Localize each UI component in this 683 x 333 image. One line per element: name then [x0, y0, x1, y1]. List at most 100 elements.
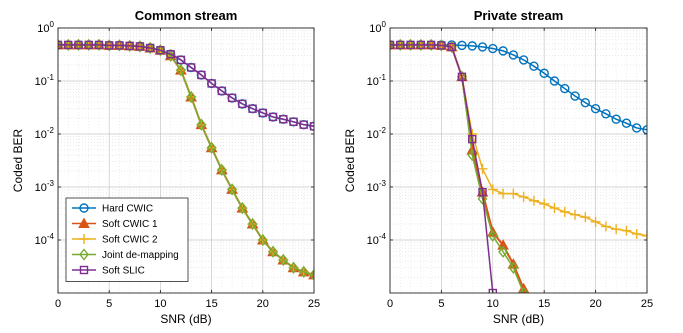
- data-point-soft-cwic-2: [580, 212, 591, 223]
- x-tick-label: 5: [438, 298, 444, 310]
- data-point-soft-slic: [217, 86, 227, 96]
- y-axis-label: Coded BER: [11, 128, 25, 192]
- data-point-joint-de-mapping: [487, 229, 498, 242]
- legend-marker-joint-de-mapping: [79, 248, 89, 261]
- y-tick-label: 10-4: [35, 232, 55, 247]
- legend-marker-soft-slic: [79, 265, 89, 275]
- legend: Hard CWIC Soft CWIC 1 Soft CWIC 2 Joint de-…: [65, 197, 189, 282]
- legend-label-soft-cwic-2: Soft CWIC 2: [102, 235, 158, 246]
- data-point-joint-de-mapping: [498, 245, 508, 258]
- data-point-hard-cwic: [632, 123, 642, 133]
- data-point-joint-de-mapping: [288, 261, 299, 274]
- data-point-hard-cwic: [601, 109, 611, 119]
- data-point-hard-cwic: [498, 46, 508, 56]
- data-point-joint-de-mapping: [63, 38, 74, 52]
- data-point-joint-de-mapping: [73, 38, 84, 52]
- chart-title: Common stream: [135, 8, 238, 23]
- y-tick-label: 10-2: [35, 126, 55, 141]
- data-point-soft-slic: [488, 288, 497, 293]
- data-point-soft-slic: [197, 70, 206, 80]
- data-point-joint-de-mapping: [216, 163, 227, 177]
- data-point-hard-cwic: [508, 50, 519, 60]
- data-point-soft-slic: [299, 120, 308, 129]
- data-point-soft-slic: [125, 41, 134, 51]
- legend-label-hard-cwic: Hard CWIC: [102, 204, 153, 215]
- data-point-soft-slic: [396, 40, 405, 50]
- axes-frame: [57, 27, 315, 294]
- data-point-soft-cwic-2: [518, 191, 529, 202]
- x-tick-label: 5: [106, 298, 112, 310]
- data-point-soft-slic: [104, 41, 114, 50]
- x-tick-label: 20: [589, 298, 601, 310]
- data-point-hard-cwic: [549, 76, 560, 86]
- data-point-soft-slic: [457, 72, 467, 82]
- data-point-hard-cwic: [477, 42, 488, 52]
- data-point-soft-cwic-2: [477, 163, 488, 174]
- x-tick-label: 20: [257, 298, 269, 310]
- data-point-joint-de-mapping: [518, 286, 529, 293]
- data-point-soft-slic: [166, 50, 175, 59]
- data-point-soft-cwic-2: [549, 203, 560, 214]
- data-point-joint-de-mapping: [124, 39, 135, 52]
- data-point-soft-cwic-2: [539, 198, 550, 209]
- data-point-joint-de-mapping: [186, 90, 197, 104]
- data-point-joint-de-mapping: [477, 192, 488, 205]
- y-axis-label: Coded BER: [343, 128, 357, 192]
- data-point-hard-cwic: [529, 61, 539, 71]
- legend-marker-soft-cwic-2: [79, 234, 89, 244]
- data-point-soft-slic: [176, 55, 186, 65]
- data-point-hard-cwic: [621, 118, 632, 128]
- x-axis-label: SNR (dB): [493, 312, 544, 326]
- data-point-soft-slic: [58, 40, 63, 50]
- data-point-soft-slic: [437, 41, 446, 50]
- legend-label-joint-de-mapping: Joint de-mapping: [102, 250, 179, 261]
- data-point-soft-slic: [406, 40, 415, 50]
- data-point-joint-de-mapping: [415, 38, 426, 52]
- data-point-soft-cwic-2: [528, 195, 539, 206]
- data-point-joint-de-mapping: [457, 70, 467, 83]
- data-point-joint-de-mapping: [206, 141, 217, 154]
- data-point-hard-cwic: [611, 114, 621, 124]
- data-point-hard-cwic: [488, 43, 498, 54]
- data-point-soft-cwic-2: [487, 184, 498, 195]
- data-point-joint-de-mapping: [405, 38, 416, 52]
- data-point-joint-de-mapping: [175, 64, 186, 77]
- data-point-hard-cwic: [570, 91, 580, 101]
- x-tick-label: 10: [487, 298, 499, 310]
- series-group: [58, 38, 314, 281]
- data-point-soft-cwic-2: [508, 188, 519, 199]
- data-point-soft-slic: [64, 40, 73, 50]
- data-point-joint-de-mapping: [508, 261, 519, 274]
- panel-common-stream: 0 5 10 15 20 25 100 10-1 10-2 10-3 10-4 Common stre…: [11, 8, 320, 326]
- data-point-hard-cwic: [539, 68, 549, 78]
- x-tick-label: 0: [387, 298, 393, 310]
- data-point-hard-cwic: [642, 125, 647, 135]
- data-point-joint-de-mapping: [155, 44, 166, 57]
- data-point-soft-cwic-2: [570, 209, 581, 220]
- y-tick-label: 10-1: [35, 73, 55, 88]
- data-point-soft-cwic-2: [642, 230, 647, 241]
- series-group: [390, 38, 647, 293]
- data-point-joint-de-mapping: [309, 268, 314, 281]
- data-point-joint-de-mapping: [227, 183, 237, 196]
- y-tick-label: 10-4: [367, 232, 387, 247]
- y-tick-label: 10-3: [367, 179, 387, 194]
- legend-label-soft-cwic-1: Soft CWIC 1: [102, 219, 158, 230]
- panel-private-stream: 0 5 10 15 20 25 100 10-1 10-2 10-3 10-4 Private str…: [343, 8, 653, 326]
- data-point-soft-slic: [268, 112, 278, 122]
- x-tick-label: 25: [308, 298, 320, 310]
- data-point-soft-slic: [207, 79, 216, 88]
- plot-area: [390, 28, 647, 293]
- data-point-joint-de-mapping: [114, 39, 125, 52]
- data-point-soft-slic: [74, 40, 83, 50]
- data-point-soft-slic: [478, 187, 487, 197]
- data-point-soft-slic: [84, 40, 93, 50]
- data-point-soft-slic: [156, 46, 165, 55]
- data-point-joint-de-mapping: [446, 40, 457, 54]
- data-point-joint-de-mapping: [298, 265, 309, 279]
- x-tick-label: 15: [538, 298, 550, 310]
- legend-label-soft-slic: Soft SLIC: [102, 266, 145, 277]
- x-tick-label: 15: [205, 298, 217, 310]
- y-tick-label: 10-3: [35, 179, 55, 194]
- data-point-joint-de-mapping: [257, 233, 268, 247]
